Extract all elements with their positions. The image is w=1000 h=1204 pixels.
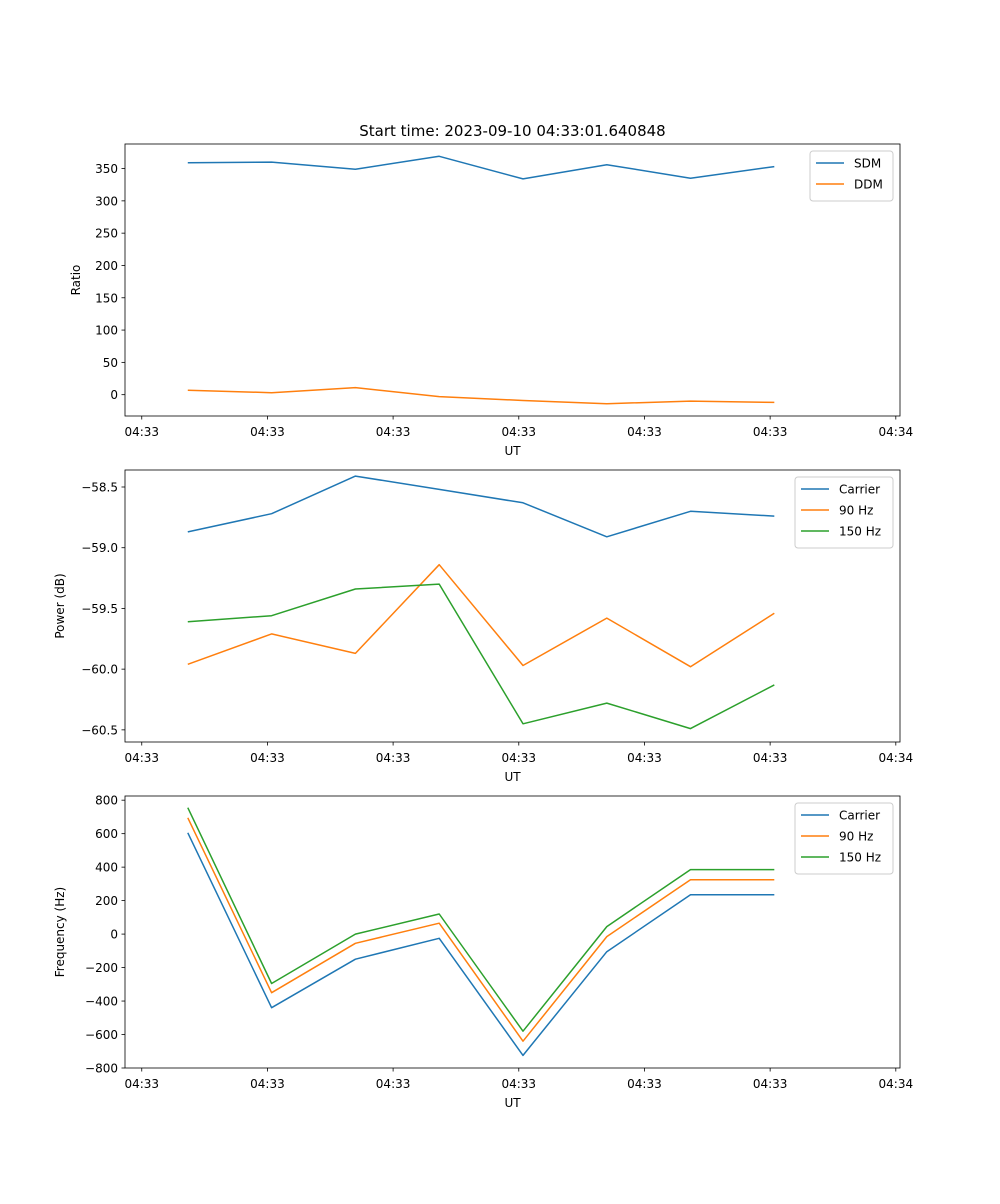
x-tick-label: 04:33: [501, 1077, 536, 1091]
x-tick-label: 04:33: [376, 1077, 411, 1091]
x-tick-label: 04:33: [124, 751, 159, 765]
y-tick-label: −58.5: [81, 481, 118, 495]
y-tick-label: 0: [110, 388, 118, 402]
subplot-2: 04:33 04:33 04:33 04:33 04:33 04:33 04:34 −60.5…: [53, 470, 913, 784]
y-tick-label: 50: [103, 356, 118, 370]
axes-frame: [125, 144, 900, 416]
subplot-3: 04:33 04:33 04:33 04:33 04:33 04:33 04:34 −800 −…: [53, 794, 913, 1110]
series-line-ddm: [188, 388, 775, 404]
y-tick-label: −200: [85, 961, 118, 975]
x-tick-label: 04:33: [376, 751, 411, 765]
x-tick-label: 04:33: [753, 1077, 788, 1091]
x-tick-label: 04:33: [627, 751, 662, 765]
x-tick-label: 04:33: [501, 751, 536, 765]
x-axis-label: UT: [504, 444, 521, 458]
legend-label: 90 Hz: [839, 830, 873, 844]
legend: Carrier 90 Hz 150 Hz: [795, 803, 893, 874]
x-tick-label: 04:34: [879, 425, 914, 439]
series-line-sdm: [188, 156, 775, 179]
y-tick-label: 200: [95, 894, 118, 908]
x-tick-label: 04:33: [376, 425, 411, 439]
y-tick-label: 800: [95, 794, 118, 808]
series-line-carrier: [188, 833, 775, 1056]
legend-label: Carrier: [839, 809, 880, 823]
x-tick-label: 04:33: [753, 425, 788, 439]
legend-label: 150 Hz: [839, 525, 881, 539]
x-axis-label: UT: [504, 770, 521, 784]
y-axis-label: Frequency (Hz): [53, 887, 67, 978]
x-tick-label: 04:33: [124, 425, 159, 439]
y-tick-label: −60.5: [81, 723, 118, 737]
x-tick-label: 04:33: [124, 1077, 159, 1091]
legend-label: DDM: [854, 178, 883, 192]
y-tick-label: −59.0: [81, 541, 118, 555]
y-axis-label: Power (dB): [53, 573, 67, 638]
y-axis-label: Ratio: [69, 265, 83, 296]
legend-label: 90 Hz: [839, 504, 873, 518]
y-tick-label: 350: [95, 162, 118, 176]
legend-label: SDM: [854, 157, 881, 171]
y-tick-label: 600: [95, 827, 118, 841]
x-tick-label: 04:33: [627, 425, 662, 439]
legend: Carrier 90 Hz 150 Hz: [795, 477, 893, 548]
series-line-90-hz: [188, 818, 775, 1041]
x-tick-label: 04:33: [627, 1077, 662, 1091]
y-tick-label: −800: [85, 1062, 118, 1076]
subplot-1: 04:33 04:33 04:33 04:33 04:33 04:33 04:34 0 50 10…: [69, 144, 913, 458]
x-tick-label: 04:33: [250, 425, 285, 439]
y-tick-label: −600: [85, 1028, 118, 1042]
legend: SDM DDM: [810, 151, 893, 201]
series-line-carrier: [188, 476, 775, 537]
legend-label: Carrier: [839, 483, 880, 497]
axes-frame: [125, 470, 900, 742]
y-tick-label: −60.0: [81, 663, 118, 677]
series-line-90-hz: [188, 565, 775, 667]
chart-title: Start time: 2023-09-10 04:33:01.640848: [359, 122, 665, 140]
y-tick-label: 250: [95, 227, 118, 241]
y-tick-label: 300: [95, 194, 118, 208]
y-tick-label: 150: [95, 291, 118, 305]
series-line-150-hz: [188, 584, 775, 729]
x-tick-label: 04:33: [250, 751, 285, 765]
x-tick-label: 04:33: [250, 1077, 285, 1091]
x-tick-label: 04:33: [753, 751, 788, 765]
y-tick-label: 0: [110, 928, 118, 942]
x-tick-label: 04:34: [879, 751, 914, 765]
y-tick-label: −59.5: [81, 602, 118, 616]
x-tick-label: 04:34: [879, 1077, 914, 1091]
y-tick-label: −400: [85, 995, 118, 1009]
y-tick-label: 100: [95, 324, 118, 338]
y-tick-label: 200: [95, 259, 118, 273]
x-tick-label: 04:33: [501, 425, 536, 439]
legend-label: 150 Hz: [839, 851, 881, 865]
x-axis-label: UT: [504, 1096, 521, 1110]
y-tick-label: 400: [95, 861, 118, 875]
